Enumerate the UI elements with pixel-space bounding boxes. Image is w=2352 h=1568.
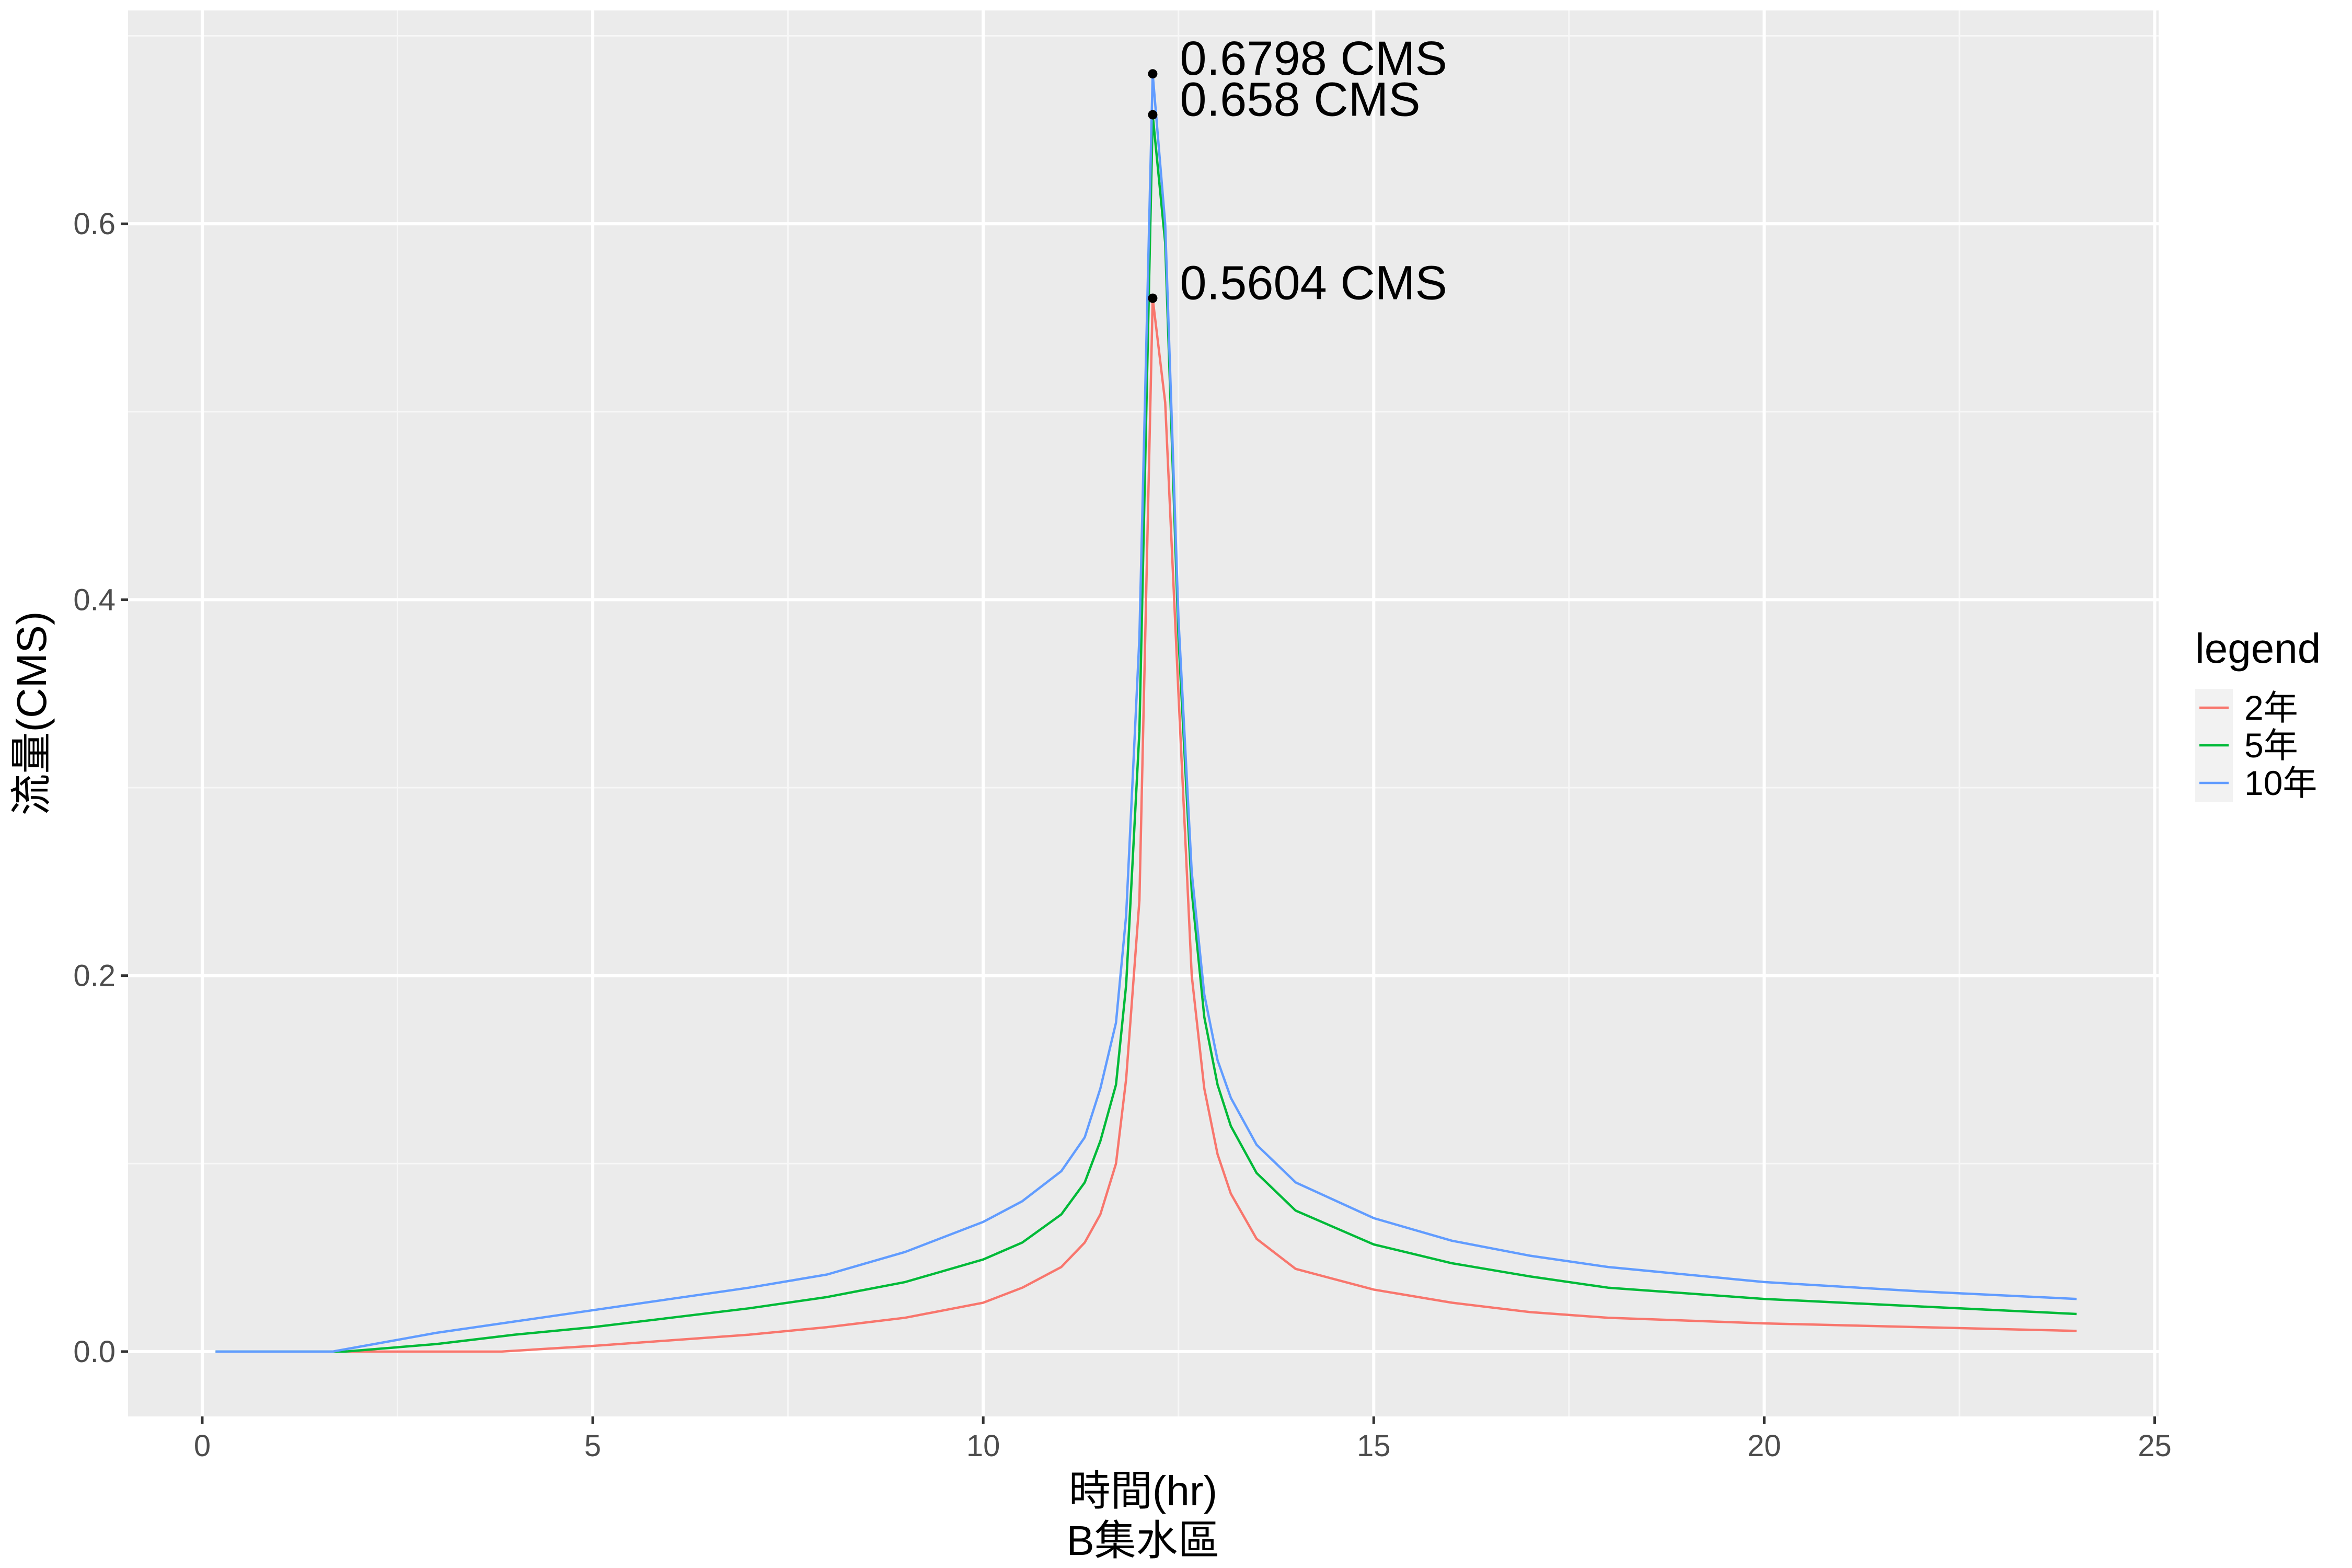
y-tick-label: 0.6 xyxy=(73,207,116,241)
series-line xyxy=(215,72,2077,1353)
series-line xyxy=(215,113,2077,1353)
x-tick-label: 25 xyxy=(2138,1429,2172,1463)
x-axis-title: 時間(hr) xyxy=(1069,1468,1217,1514)
x-axis-subtitle: B集水區 xyxy=(1066,1517,1219,1564)
x-tick-label: 10 xyxy=(966,1429,1000,1463)
major-gridlines xyxy=(128,10,2159,1416)
minor-gridlines xyxy=(128,10,2159,1416)
x-tick-label: 15 xyxy=(1357,1429,1391,1463)
peak-point xyxy=(1148,293,1158,303)
x-tick-label: 0 xyxy=(194,1429,211,1463)
y-tick-label: 0.4 xyxy=(73,583,116,617)
series-line xyxy=(215,297,2077,1353)
legend-label: 5年 xyxy=(2244,726,2298,765)
y-tick-label: 0.2 xyxy=(73,959,116,993)
peak-label: 0.6798 CMS xyxy=(1180,32,1447,85)
peak-label: 0.658 CMS xyxy=(1180,73,1420,126)
legend-title: legend xyxy=(2195,625,2321,672)
legend-label: 10年 xyxy=(2244,764,2317,802)
legend-label: 2年 xyxy=(2244,688,2298,727)
x-axis-ticks: 0 5 10 15 20 25 xyxy=(194,1416,2172,1463)
peak-point xyxy=(1148,110,1158,120)
y-tick-label: 0.0 xyxy=(73,1335,116,1369)
y-axis-title: 流量(CMS) xyxy=(8,611,55,815)
y-axis-ticks: 0.0 0.2 0.4 0.6 xyxy=(73,207,128,1369)
x-tick-label: 5 xyxy=(584,1429,601,1463)
series-lines xyxy=(215,72,2077,1353)
x-tick-label: 20 xyxy=(1747,1429,1781,1463)
peak-label: 0.5604 CMS xyxy=(1180,257,1447,310)
peak-point xyxy=(1148,69,1158,79)
